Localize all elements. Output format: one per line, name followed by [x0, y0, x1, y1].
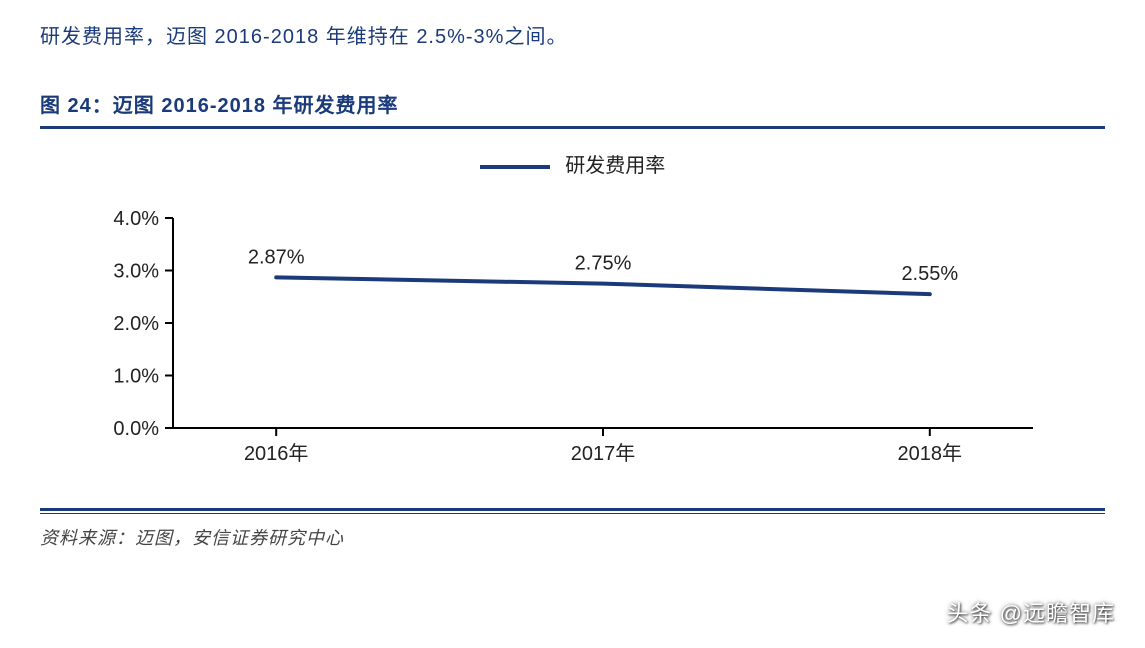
x-category-label: 2016年: [243, 442, 308, 465]
source-rule-thick: [40, 508, 1105, 511]
source-text: 资料来源：迈图，安信证券研究中心: [40, 524, 1105, 550]
data-label: 2.55%: [901, 263, 958, 285]
source-block: 资料来源：迈图，安信证券研究中心: [40, 508, 1105, 550]
y-tick-label: 3.0%: [113, 261, 159, 283]
legend: 研发费用率: [40, 149, 1105, 178]
y-tick-label: 0.0%: [113, 418, 159, 440]
y-tick-label: 1.0%: [113, 366, 159, 388]
x-category-label: 2018年: [897, 442, 962, 465]
line-chart: 0.0% 1.0% 2.0% 3.0% 4.0% 2016年 2017年 2018年 2.87%…: [73, 198, 1073, 478]
legend-label: 研发费用率: [565, 155, 665, 177]
x-category-label: 2017年: [570, 442, 635, 465]
data-line: [276, 277, 930, 294]
intro-text: 研发费用率，迈图 2016-2018 年维持在 2.5%-3%之间。: [40, 20, 1105, 49]
data-label: 2.75%: [574, 253, 631, 275]
legend-swatch: [480, 165, 550, 169]
y-tick-label: 2.0%: [113, 313, 159, 335]
source-rule-thin: [40, 513, 1105, 514]
data-label: 2.87%: [247, 246, 304, 268]
y-tick-label: 4.0%: [113, 208, 159, 230]
chart-container: 研发费用率 0.0% 1.0% 2.0% 3.0% 4.0% 2016年 2017年 2018…: [40, 129, 1105, 478]
figure-title: 图 24：迈图 2016-2018 年研发费用率: [40, 89, 1105, 129]
watermark: 头条 @远瞻智库: [947, 596, 1115, 628]
